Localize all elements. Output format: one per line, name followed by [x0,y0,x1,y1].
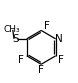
Text: S: S [12,34,18,44]
Text: F: F [44,21,50,31]
Text: CH₃: CH₃ [3,25,20,34]
Text: F: F [58,55,64,65]
Text: N: N [55,34,62,44]
Text: F: F [38,65,44,75]
Text: F: F [18,55,24,65]
